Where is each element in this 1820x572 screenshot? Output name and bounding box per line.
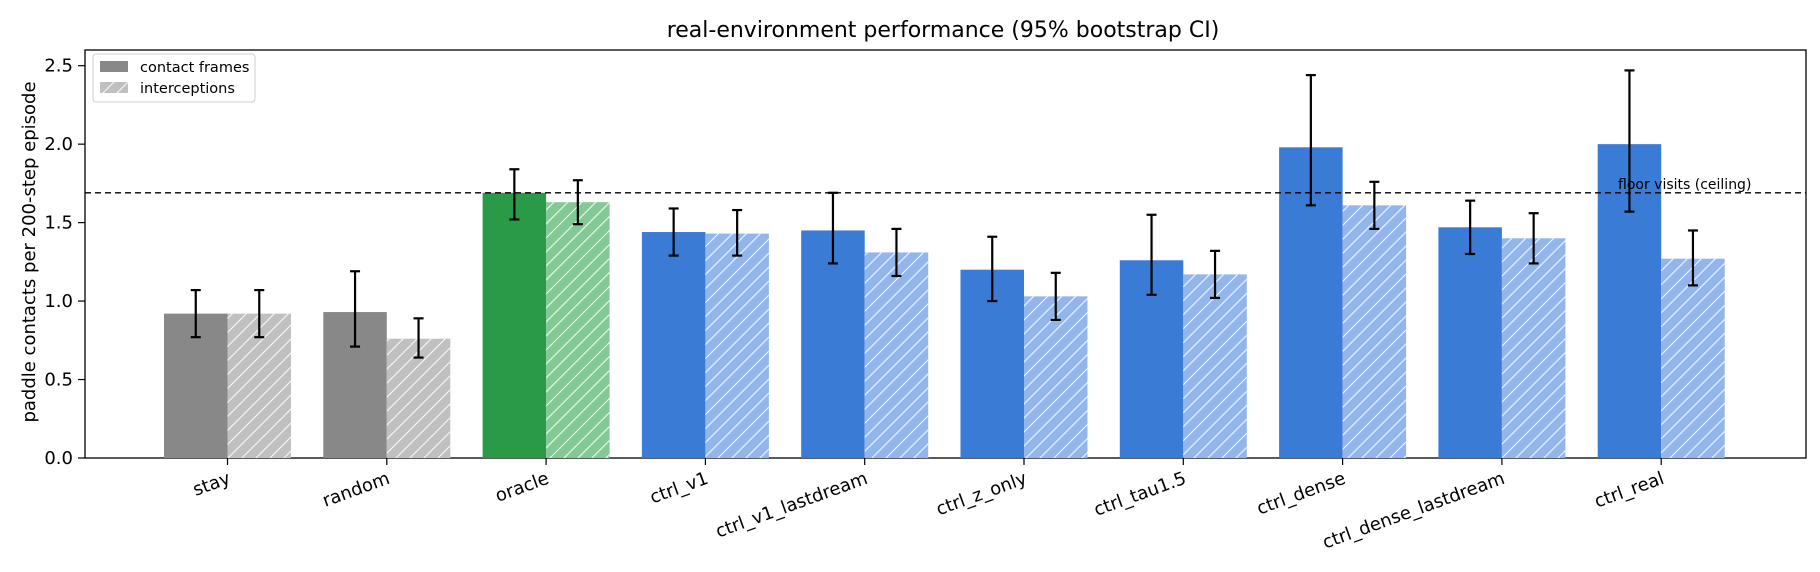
y-tick-label: 1.0 xyxy=(44,291,73,312)
bar xyxy=(1438,227,1502,458)
x-tick-label: stay xyxy=(190,468,233,501)
y-tick-label: 2.0 xyxy=(44,134,73,155)
bar-hatch xyxy=(705,233,769,458)
legend-swatch xyxy=(100,61,128,72)
reference-line-label: floor visits (ceiling) xyxy=(1618,177,1751,193)
x-tick-label: ctrl_real xyxy=(1592,468,1667,513)
plot-frame xyxy=(84,49,1807,459)
chart-title: real-environment performance (95% bootst… xyxy=(667,18,1220,43)
bar-hatch xyxy=(1501,238,1566,458)
bar-hatch xyxy=(1024,296,1088,458)
bar-hatch xyxy=(1661,258,1725,458)
x-tick-label: ctrl_z_only xyxy=(933,468,1030,520)
y-tick-label: 0.5 xyxy=(44,370,73,391)
legend-label: contact frames xyxy=(140,60,249,76)
bar-hatch xyxy=(546,202,610,458)
x-tick-label: ctrl_dense xyxy=(1254,468,1348,519)
bar-hatch xyxy=(1183,274,1247,458)
bar-hatch xyxy=(864,252,929,458)
bar xyxy=(482,192,547,459)
y-tick-label: 1.5 xyxy=(44,213,73,234)
x-tick-label: ctrl_tau1.5 xyxy=(1091,468,1189,521)
bar-hatch xyxy=(1342,205,1407,458)
bar xyxy=(641,232,706,458)
x-tick-label: random xyxy=(320,468,393,512)
bar xyxy=(801,230,865,458)
legend: contact frames interceptions xyxy=(92,53,256,103)
legend-swatch-hatch xyxy=(100,82,128,93)
y-tick-label: 2.5 xyxy=(44,56,73,77)
x-tick-label: oracle xyxy=(493,468,552,507)
y-tick-label: 0.0 xyxy=(44,448,73,469)
x-tick-label: ctrl_dense_lastdream xyxy=(1320,468,1508,553)
x-tick-label: ctrl_v1 xyxy=(647,468,711,508)
legend-box xyxy=(92,53,256,103)
plot-area: 0.0 0.5 1.0 1.5 2.0 2.5 stay random oracle ctrl_v… xyxy=(44,49,1807,553)
y-axis-label: paddle contacts per 200-step episode xyxy=(19,81,40,422)
x-tick-label: ctrl_v1_lastdream xyxy=(713,468,871,542)
legend-label: interceptions xyxy=(140,81,235,97)
